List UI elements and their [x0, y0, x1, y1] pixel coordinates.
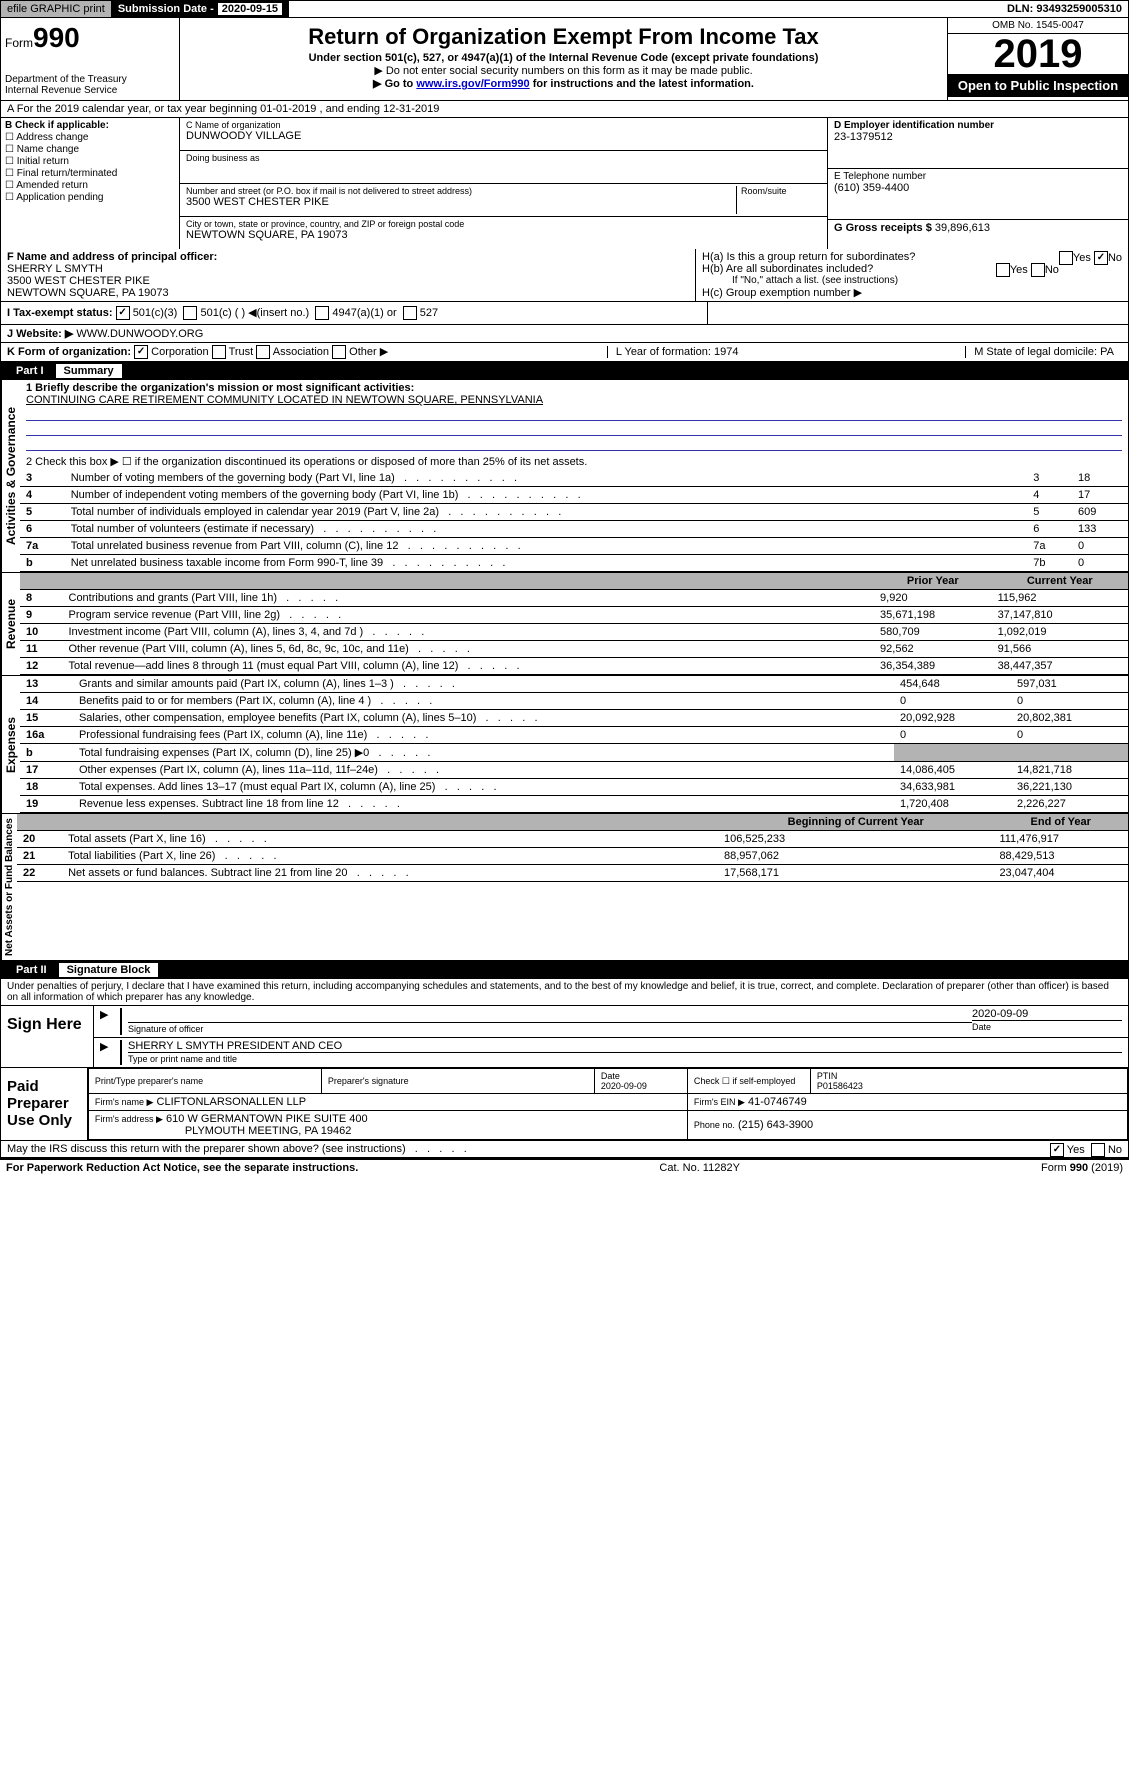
efile-label[interactable]: efile GRAPHIC print — [1, 1, 112, 17]
sign-here: Sign Here — [1, 1006, 94, 1067]
exp-label: Expenses — [1, 676, 20, 813]
gov-label: Activities & Governance — [1, 380, 20, 572]
cb-501c3[interactable] — [116, 306, 130, 320]
table-row: 8Contributions and grants (Part VIII, li… — [20, 590, 1128, 607]
firm-phone: (215) 643-3900 — [738, 1119, 813, 1131]
table-row: 6Total number of volunteers (estimate if… — [20, 521, 1128, 538]
cb-final[interactable]: ☐ Final return/terminated — [5, 168, 175, 179]
ein: 23-1379512 — [834, 131, 1122, 143]
ptin: P01586423 — [817, 1081, 863, 1091]
info-link[interactable]: www.irs.gov/Form990 — [416, 78, 529, 90]
table-row: 14Benefits paid to or for members (Part … — [20, 693, 1128, 710]
org-address: 3500 WEST CHESTER PIKE — [186, 196, 736, 208]
declaration: Under penalties of perjury, I declare th… — [0, 979, 1129, 1006]
table-row: bNet unrelated business taxable income f… — [20, 555, 1128, 572]
discuss-no[interactable] — [1091, 1143, 1105, 1157]
table-row: 22Net assets or fund balances. Subtract … — [17, 865, 1128, 882]
section-bcde: B Check if applicable: ☐ Address change … — [0, 118, 1129, 249]
ha-yes[interactable] — [1059, 251, 1073, 265]
mission: CONTINUING CARE RETIREMENT COMMUNITY LOC… — [26, 394, 543, 406]
table-row: 11Other revenue (Part VIII, column (A), … — [20, 641, 1128, 658]
table-row: 20Total assets (Part X, line 16)106,525,… — [17, 831, 1128, 848]
table-row: 9Program service revenue (Part VIII, lin… — [20, 607, 1128, 624]
cb-initial[interactable]: ☐ Initial return — [5, 156, 175, 167]
paid-prep: Paid Preparer Use Only — [1, 1068, 88, 1140]
officer-sig: SHERRY L SMYTH PRESIDENT AND CEO — [128, 1040, 1122, 1053]
discuss-yes[interactable] — [1050, 1143, 1064, 1157]
org-city: NEWTOWN SQUARE, PA 19073 — [186, 229, 821, 241]
gross-receipts: 39,896,613 — [935, 222, 990, 234]
table-row: 12Total revenue—add lines 8 through 11 (… — [20, 658, 1128, 675]
subtitle: Under section 501(c), 527, or 4947(a)(1)… — [184, 52, 943, 64]
website: WWW.DUNWOODY.ORG — [76, 328, 203, 340]
table-row: 5Total number of individuals employed in… — [20, 504, 1128, 521]
submission-cell: Submission Date - 2020-09-15 — [112, 1, 289, 17]
org-name: DUNWOODY VILLAGE — [186, 130, 821, 142]
table-row: 19Revenue less expenses. Subtract line 1… — [20, 796, 1128, 813]
submission-date: 2020-09-15 — [218, 3, 282, 15]
note1: ▶ Do not enter social security numbers o… — [184, 64, 943, 77]
form-number: 990 — [33, 22, 80, 53]
firm-name: CLIFTONLARSONALLEN LLP — [157, 1096, 307, 1108]
hb-no[interactable] — [1031, 263, 1045, 277]
table-row: 10Investment income (Part VIII, column (… — [20, 624, 1128, 641]
foot-left: For Paperwork Reduction Act Notice, see … — [6, 1162, 358, 1174]
irs: Internal Revenue Service — [5, 85, 175, 96]
cb-corp[interactable] — [134, 345, 148, 359]
table-row: 3Number of voting members of the governi… — [20, 470, 1128, 487]
part1-header: Part ISummary — [0, 362, 1129, 380]
cb-name[interactable]: ☐ Name change — [5, 144, 175, 155]
phone: (610) 359-4400 — [834, 182, 1122, 194]
table-row: 7aTotal unrelated business revenue from … — [20, 538, 1128, 555]
table-row: 13Grants and similar amounts paid (Part … — [20, 676, 1128, 693]
dln: DLN: 93493259005310 — [1001, 1, 1128, 17]
ha-no[interactable] — [1094, 251, 1108, 265]
table-row: 16aProfessional fundraising fees (Part I… — [20, 727, 1128, 744]
dept: Department of the Treasury — [5, 74, 175, 85]
officer-name: SHERRY L SMYTH — [7, 263, 103, 275]
cb-pending[interactable]: ☐ Application pending — [5, 192, 175, 203]
cb-address[interactable]: ☐ Address change — [5, 132, 175, 143]
part2-header: Part IISignature Block — [0, 961, 1129, 979]
header: Form990 Department of the Treasury Inter… — [0, 18, 1129, 101]
foot-mid: Cat. No. 11282Y — [659, 1162, 740, 1174]
na-label: Net Assets or Fund Balances — [1, 814, 17, 960]
table-row: 4Number of independent voting members of… — [20, 487, 1128, 504]
hb-yes[interactable] — [996, 263, 1010, 277]
top-bar: efile GRAPHIC print Submission Date - 20… — [0, 0, 1129, 18]
table-row: 18Total expenses. Add lines 13–17 (must … — [20, 779, 1128, 796]
firm-ein: 41-0746749 — [748, 1096, 807, 1108]
open-public: Open to Public Inspection — [948, 74, 1128, 97]
tax-year: 2019 — [948, 34, 1128, 74]
table-row: 17Other expenses (Part IX, column (A), l… — [20, 762, 1128, 779]
table-row: 21Total liabilities (Part X, line 26)88,… — [17, 848, 1128, 865]
cb-amended[interactable]: ☐ Amended return — [5, 180, 175, 191]
table-row: bTotal fundraising expenses (Part IX, co… — [20, 744, 1128, 762]
line-a: A For the 2019 calendar year, or tax yea… — [0, 101, 1129, 118]
year-formation: L Year of formation: 1974 — [607, 346, 747, 358]
state-domicile: M State of legal domicile: PA — [965, 346, 1122, 358]
rev-label: Revenue — [1, 573, 20, 675]
title: Return of Organization Exempt From Incom… — [184, 24, 943, 50]
table-row: 15Salaries, other compensation, employee… — [20, 710, 1128, 727]
foot-right: Form 990 (2019) — [1041, 1162, 1123, 1174]
